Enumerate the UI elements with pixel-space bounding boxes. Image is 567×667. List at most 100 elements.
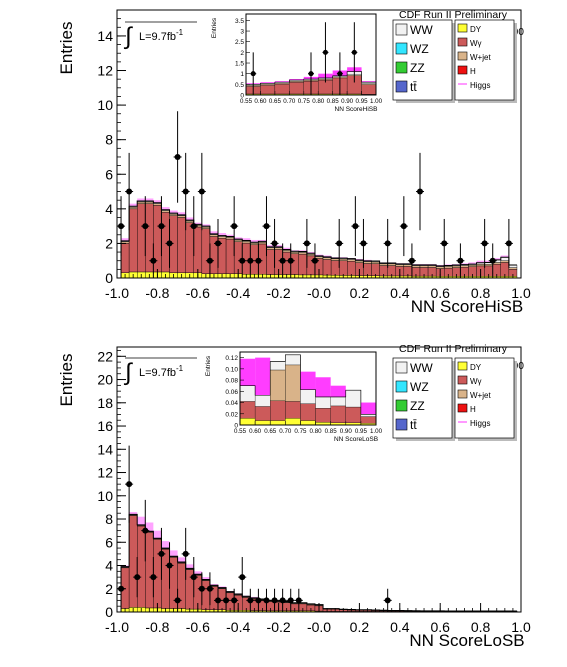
bar-wjet-27 xyxy=(339,258,348,261)
ytick-label-6: 6 xyxy=(105,534,113,550)
data-point-15 xyxy=(255,257,262,264)
bar-higgs-22 xyxy=(298,250,307,252)
inset-x-axis-title: NN ScoreLoSB xyxy=(334,436,378,443)
ytick-label-14: 14 xyxy=(97,28,113,44)
bar-wjet-44 xyxy=(476,263,485,267)
inset-ytick-label: 0.02 xyxy=(225,411,238,418)
legend-label-h: H xyxy=(470,67,476,76)
xtick-label-3: -0.4 xyxy=(226,619,250,635)
data-point-24 xyxy=(360,240,367,247)
bar-wjet-2 xyxy=(270,369,286,402)
legend-swatch-dy xyxy=(457,23,468,33)
ytick-label-18: 18 xyxy=(97,395,113,411)
bar-wjet-1 xyxy=(128,206,138,210)
data-point-5 xyxy=(158,550,165,557)
bar-higgs-45 xyxy=(484,260,493,263)
y-axis-title: Entries xyxy=(57,354,76,407)
inset-xtick-label: 1.00 xyxy=(370,98,383,105)
bar-wjet-25 xyxy=(322,257,332,260)
bar-higgs-8 xyxy=(185,217,194,221)
bar-wjet-15 xyxy=(242,241,251,244)
bar-dy-4 xyxy=(300,420,316,426)
y-axis-title: Entries xyxy=(57,22,76,75)
inset-xtick-label: 0.70 xyxy=(283,98,296,105)
legend-swatch-tt xyxy=(395,80,408,93)
bar-wgamma-25 xyxy=(322,259,332,276)
data-point-30 xyxy=(457,257,464,264)
data-point-7 xyxy=(174,597,181,604)
bar-higgs-40 xyxy=(444,264,453,266)
xtick-label-4: -0.2 xyxy=(267,285,291,301)
bar-wgamma-8 xyxy=(361,84,377,95)
bar-wjet-8 xyxy=(185,220,194,223)
xtick-label-9: 0.8 xyxy=(471,619,491,635)
bar-wgamma-2 xyxy=(270,400,286,421)
bar-wjet-4 xyxy=(153,203,162,206)
legend-label-wjet: W+jet xyxy=(470,53,491,62)
bar-higgs-12 xyxy=(218,233,227,236)
bar-wjet-2 xyxy=(136,201,146,204)
bar-wgamma-6 xyxy=(330,405,346,423)
bar-higgs-5 xyxy=(315,377,331,397)
bar-higgs-29 xyxy=(355,258,364,261)
xtick-label-1: -0.8 xyxy=(145,285,169,301)
bar-wgamma-10 xyxy=(201,580,211,610)
legend-label-wz: WZ xyxy=(410,380,429,394)
inset-ytick-label: 1 xyxy=(240,71,244,78)
data-point-4 xyxy=(351,49,357,55)
ytick-label-16: 16 xyxy=(97,418,113,434)
legend-label-higgs: Higgs xyxy=(470,419,490,428)
legend-label-dy: DY xyxy=(470,363,482,372)
bar-ww-47 xyxy=(500,257,510,261)
bar-higgs-7 xyxy=(177,212,186,215)
legend-label-wz: WZ xyxy=(410,42,429,56)
bar-higgs-4 xyxy=(153,530,162,539)
inset-xtick-label: 0.70 xyxy=(279,428,292,435)
bar-dy-3 xyxy=(285,418,301,426)
inset-xtick-label: 0.90 xyxy=(341,98,354,105)
bar-higgs-11 xyxy=(209,231,218,234)
bar-higgs-11 xyxy=(209,584,218,586)
bar-dy-1 xyxy=(254,420,271,426)
xtick-label-0: -1.0 xyxy=(105,619,129,635)
bar-higgs-15 xyxy=(242,238,251,241)
bar-higgs-1 xyxy=(260,82,275,84)
bar-wgamma-21 xyxy=(290,253,300,275)
bar-wjet-48 xyxy=(508,267,518,270)
bar-wjet-3 xyxy=(145,201,154,204)
bar-wjet-19 xyxy=(274,247,283,250)
data-point-22 xyxy=(336,240,343,247)
ytick-label-0: 0 xyxy=(105,604,113,620)
bar-wgamma-1 xyxy=(260,85,276,95)
xtick-label-5: -0.0 xyxy=(307,285,331,301)
legend-label-wgamma: Wγ xyxy=(470,377,482,386)
data-point-16 xyxy=(247,597,254,604)
legend-swatch-h xyxy=(457,65,468,75)
bar-wjet-21 xyxy=(290,251,300,254)
bar-wgamma-30 xyxy=(363,263,372,276)
xtick-label-0: -1.0 xyxy=(105,285,129,301)
ytick-label-12: 12 xyxy=(97,465,113,481)
data-point-20 xyxy=(279,597,286,604)
legend-swatch-wz xyxy=(395,380,408,393)
bar-wjet-3 xyxy=(285,364,301,402)
data-point-12 xyxy=(215,597,221,604)
ytick-label-2: 2 xyxy=(105,235,113,251)
inset-xtick-label: 0.55 xyxy=(234,428,247,435)
xtick-label-7: 0.4 xyxy=(390,285,410,301)
data-point-21 xyxy=(311,257,318,264)
ytick-label-22: 22 xyxy=(97,348,113,364)
bar-wgamma-2 xyxy=(136,203,146,273)
data-point-18 xyxy=(263,597,270,604)
bar-higgs-14 xyxy=(234,237,243,240)
inset-ytick-label: 2.5 xyxy=(235,39,244,46)
data-point-0 xyxy=(118,223,125,230)
inset-xtick-label: 0.80 xyxy=(312,98,325,105)
data-point-19 xyxy=(271,597,278,604)
bar-wjet-13 xyxy=(225,237,235,240)
bar-ww-2 xyxy=(270,361,286,371)
data-point-17 xyxy=(271,240,278,247)
data-point-20 xyxy=(303,240,310,247)
bar-wjet-38 xyxy=(427,265,437,268)
